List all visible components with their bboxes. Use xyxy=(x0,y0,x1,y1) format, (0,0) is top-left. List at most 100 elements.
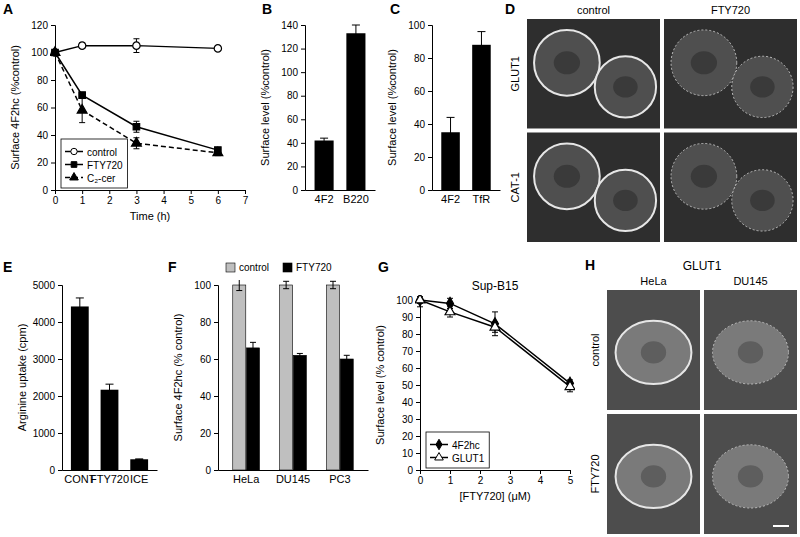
x-tick-label: 4F2 xyxy=(315,193,334,205)
x-axis-tick-mark xyxy=(191,190,192,194)
y-axis-tick-mark xyxy=(214,359,218,360)
x-axis: 012345 xyxy=(418,470,574,486)
bar xyxy=(472,45,491,190)
row-label: FTY720 xyxy=(589,454,601,493)
y-axis: 020406080100 xyxy=(194,280,218,476)
x-axis-tick-mark xyxy=(245,190,246,194)
error-bar-cap xyxy=(352,25,360,26)
y-axis-tick-label: 40 xyxy=(37,130,49,141)
bar xyxy=(280,285,293,470)
cell-nucleus xyxy=(738,341,763,363)
y-axis-tick-mark xyxy=(301,96,305,97)
y-axis-tick-label: 60 xyxy=(37,102,49,113)
legend-label: control xyxy=(87,147,117,158)
panel-letter: D xyxy=(505,1,515,17)
x-axis: CONTFTY720ICE xyxy=(63,471,158,485)
y-axis-tick: 90 xyxy=(402,312,420,323)
y-axis-tick-label: 70 xyxy=(402,346,414,357)
series-line xyxy=(420,300,570,383)
legend-marker xyxy=(435,453,444,460)
error-bar-cap xyxy=(447,317,453,318)
y-axis-tick: 60 xyxy=(37,102,55,113)
column-label: control xyxy=(577,4,610,16)
y-axis-tick-mark xyxy=(301,166,305,167)
x-axis-tick-label: 5 xyxy=(188,195,194,206)
error-bar-cap xyxy=(352,41,360,42)
y-axis-tick-label: 80 xyxy=(402,329,414,340)
bar xyxy=(246,348,259,470)
y-axis-tick: 20 xyxy=(200,428,218,439)
error-bar-cap xyxy=(135,458,143,459)
plot-area xyxy=(50,39,223,156)
row-label: CAT-1 xyxy=(509,172,521,202)
cell xyxy=(534,30,600,96)
cell-nucleus xyxy=(691,51,717,74)
bar xyxy=(101,390,119,470)
error-bar-cap xyxy=(133,132,139,133)
y-axis-tick-label: 60 xyxy=(402,363,414,374)
x-tick-label: TfR xyxy=(473,193,491,205)
x-axis-tick-mark xyxy=(109,190,110,194)
panel-letter: C xyxy=(390,1,400,17)
error-bar xyxy=(236,280,242,291)
y-axis-tick-mark xyxy=(214,396,218,397)
x-axis-tick: 2 xyxy=(478,470,484,486)
y-axis-tick-mark xyxy=(214,433,218,434)
error-bar-cap xyxy=(447,147,455,148)
panel-letter: F xyxy=(168,259,177,275)
y-axis-tick: 0 xyxy=(42,185,55,196)
x-axis-tick-label: 1 xyxy=(448,475,454,486)
error-bar xyxy=(297,353,303,357)
x-tick: FTY720 xyxy=(90,473,129,485)
panel: 0204060801004F2TfRSurface level (%contro… xyxy=(386,1,501,205)
error-bar xyxy=(76,298,84,315)
error-bar xyxy=(106,384,114,395)
y-axis-tick: 50 xyxy=(402,380,420,391)
panel-letter: A xyxy=(3,1,13,17)
y-axis-tick-mark xyxy=(428,124,432,125)
cell-nucleus xyxy=(750,76,775,97)
y-axis-tick-mark xyxy=(416,470,420,471)
y-axis-tick: 40 xyxy=(402,397,420,408)
error-bar-cap xyxy=(106,384,114,385)
cell-nucleus xyxy=(641,465,666,487)
y-axis-tick: 20 xyxy=(287,161,305,172)
cell xyxy=(616,445,692,508)
error-bar-cap xyxy=(283,288,289,289)
data-point xyxy=(132,138,142,147)
x-axis-line xyxy=(306,190,376,191)
x-axis-title: [FTY720] (μM) xyxy=(459,490,530,502)
y-axis-tick-mark xyxy=(416,351,420,352)
error-bar-stem xyxy=(252,342,253,353)
error-bar-cap xyxy=(106,395,114,396)
chart-title: Sup-B15 xyxy=(472,279,519,293)
y-axis-tick: 3000 xyxy=(33,354,62,365)
x-axis-tick-mark xyxy=(450,470,451,474)
y-axis-tick: 100 xyxy=(281,67,305,78)
error-bar-cap xyxy=(133,52,139,53)
panel: controlFTY720GLUT1CAT-1D xyxy=(505,1,797,242)
cell-nucleus xyxy=(641,341,666,363)
error-bar-cap xyxy=(477,31,485,32)
error-bar-cap xyxy=(492,332,498,333)
chart-title: GLUT1 xyxy=(683,259,722,273)
error-bar-cap xyxy=(133,121,139,122)
cell xyxy=(616,321,692,384)
y-axis-tick-label: 80 xyxy=(37,75,49,86)
x-axis-tick: 1 xyxy=(80,190,86,206)
micrograph xyxy=(664,133,797,243)
x-axis: 01234567 xyxy=(53,190,249,206)
y-axis-tick-mark xyxy=(214,322,218,323)
y-axis-tick-mark xyxy=(214,470,218,471)
column-label: FTY720 xyxy=(711,4,750,16)
error-bar-cap xyxy=(283,281,289,282)
x-axis-tick-label: 7 xyxy=(243,195,249,206)
legend-item: control xyxy=(65,147,117,158)
x-axis-tick: 1 xyxy=(448,470,454,486)
error-bar-cap xyxy=(76,314,84,315)
micrograph xyxy=(607,414,700,534)
x-tick: 4F2 xyxy=(315,193,334,205)
cell xyxy=(713,321,789,384)
x-tick-label: ICE xyxy=(130,473,148,485)
y-axis-tick-label: 60 xyxy=(414,86,426,97)
